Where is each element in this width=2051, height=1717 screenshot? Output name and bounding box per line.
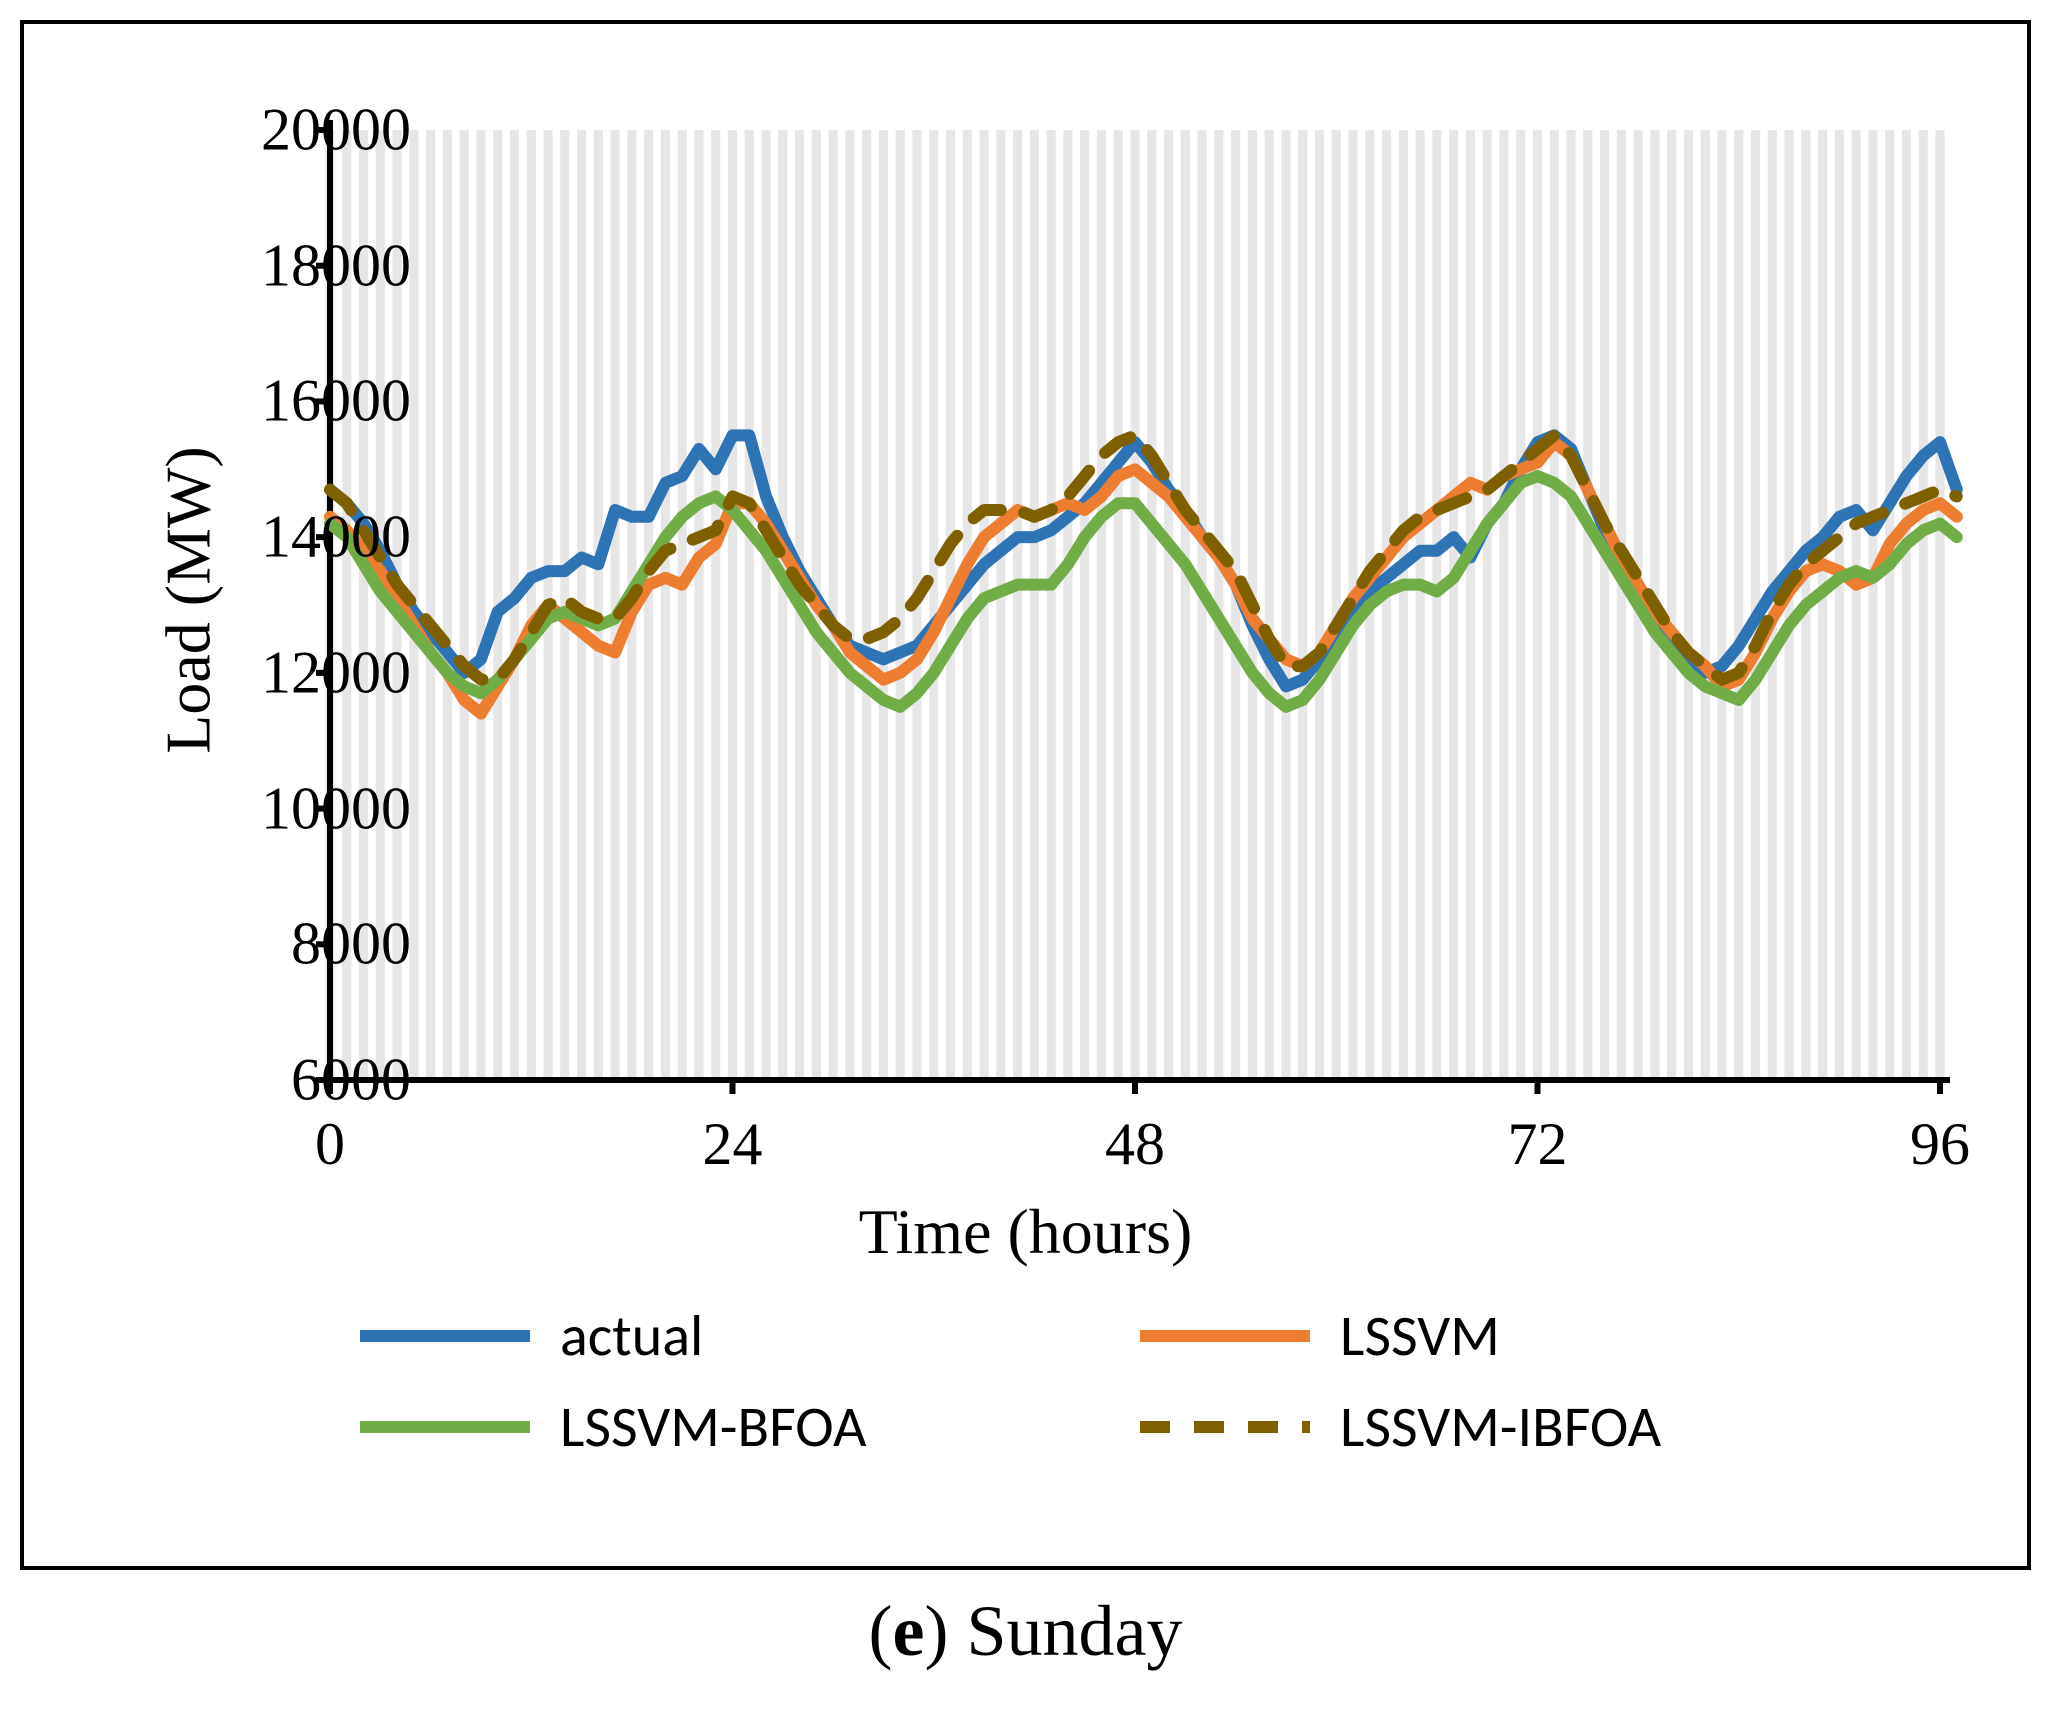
xtick-label: 24 — [658, 1110, 808, 1179]
xtick-label: 96 — [1865, 1110, 2015, 1179]
legend-item-actual: actual — [360, 1300, 1140, 1371]
legend-item-lssvm_ibfoa: LSSVM-IBFOA — [1140, 1391, 1920, 1462]
legend-swatch-lssvm_bfoa — [360, 1421, 530, 1433]
xtick-label: 72 — [1463, 1110, 1613, 1179]
legend-swatch-lssvm_ibfoa — [1140, 1421, 1310, 1433]
legend: actual LSSVM LSSVM-BFOA LSSVM-IBFOA — [360, 1300, 1920, 1462]
ytick-label: 10000 — [151, 774, 411, 843]
figure: 60008000100001200014000160001800020000 0… — [0, 0, 2051, 1717]
x-axis-label: Time (hours) — [0, 1195, 2051, 1269]
caption-day: Sunday — [966, 1591, 1182, 1671]
caption-prefix-letter: e — [893, 1591, 925, 1671]
legend-label-actual: actual — [560, 1300, 703, 1371]
legend-swatch-actual — [360, 1330, 530, 1342]
figure-caption: (e) Sunday — [0, 1590, 2051, 1673]
ytick-label: 16000 — [151, 367, 411, 436]
y-axis-label: Load (MW) — [152, 446, 226, 753]
ytick-label: 6000 — [151, 1046, 411, 1115]
legend-item-lssvm: LSSVM — [1140, 1300, 1920, 1371]
legend-swatch-lssvm — [1140, 1330, 1310, 1342]
legend-label-lssvm_ibfoa: LSSVM-IBFOA — [1340, 1391, 1661, 1462]
legend-label-lssvm_bfoa: LSSVM-BFOA — [560, 1391, 867, 1462]
ytick-label: 18000 — [151, 231, 411, 300]
legend-item-lssvm_bfoa: LSSVM-BFOA — [360, 1391, 1140, 1462]
legend-label-lssvm: LSSVM — [1340, 1300, 1500, 1371]
xtick-label: 0 — [255, 1110, 405, 1179]
ytick-label: 20000 — [151, 96, 411, 165]
xtick-label: 48 — [1060, 1110, 1210, 1179]
ytick-label: 8000 — [151, 910, 411, 979]
plot-area — [330, 130, 1940, 1080]
lines-svg — [330, 130, 1940, 1080]
